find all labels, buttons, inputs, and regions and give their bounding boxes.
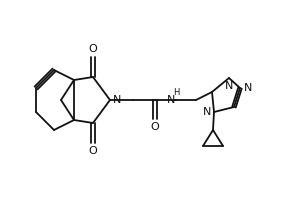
Text: N: N bbox=[244, 83, 252, 93]
Text: N: N bbox=[225, 81, 233, 91]
Text: N: N bbox=[167, 95, 175, 105]
Text: N: N bbox=[113, 95, 122, 105]
Text: H: H bbox=[173, 88, 179, 97]
Text: O: O bbox=[151, 122, 159, 132]
Text: O: O bbox=[88, 44, 98, 54]
Text: O: O bbox=[88, 146, 98, 156]
Text: N: N bbox=[202, 107, 211, 117]
